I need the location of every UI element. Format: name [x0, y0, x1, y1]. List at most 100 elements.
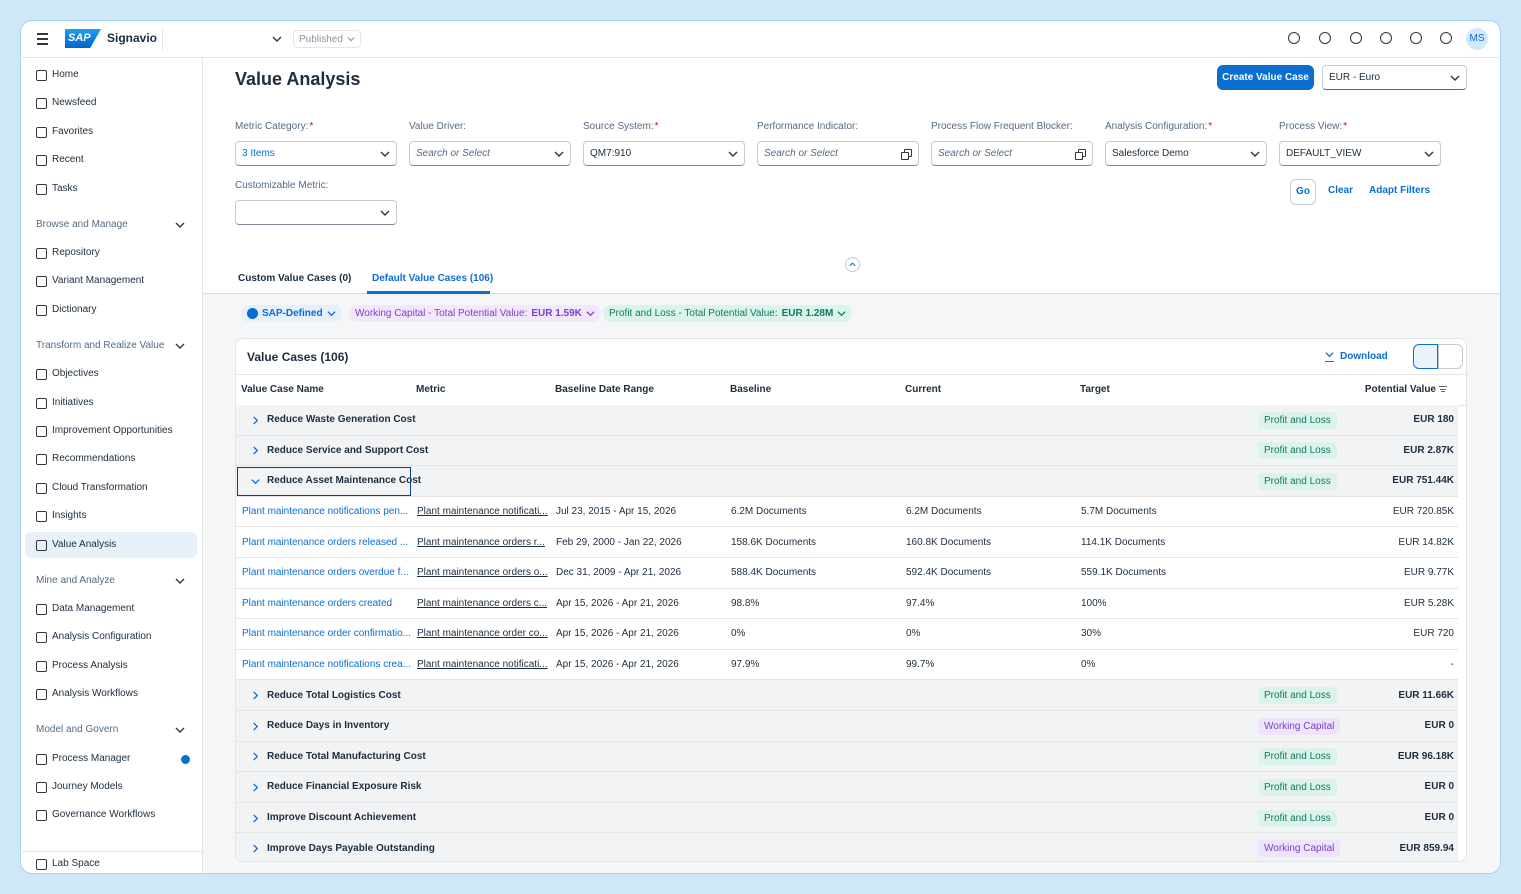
value-case-row[interactable]: Plant maintenance notifications pen... Pl… — [236, 496, 1458, 528]
tab[interactable]: Custom Value Cases (0) — [238, 273, 352, 284]
nav-item[interactable]: Favorites — [52, 125, 94, 137]
group-row[interactable]: Improve Days Payable Outstanding Working … — [236, 833, 1458, 861]
column-header[interactable]: Baseline Date Range — [555, 384, 654, 395]
column-header[interactable]: Metric — [416, 384, 446, 395]
group-name[interactable]: Improve Discount Achievement — [267, 812, 417, 824]
nav-item[interactable]: Process Manager — [52, 752, 131, 764]
group-name[interactable]: Reduce Financial Exposure Risk — [267, 781, 422, 793]
nav-group-title[interactable]: Transform and Realize Value — [36, 339, 165, 351]
column-header[interactable]: Potential Value — [1364, 384, 1436, 395]
nav-item[interactable]: Analysis Configuration — [52, 631, 152, 643]
value-case-link[interactable]: Plant maintenance orders overdue f... — [242, 567, 409, 579]
create-button[interactable]: Create Value Case — [1217, 65, 1314, 90]
nav-item[interactable]: Home — [52, 69, 79, 80]
metric-link[interactable]: Plant maintenance orders c... — [417, 597, 548, 609]
value-case-row[interactable]: Plant maintenance order confirmatio... Pl… — [236, 619, 1458, 650]
sort-descending-button[interactable] — [1438, 344, 1463, 369]
toolbar-icon[interactable] — [1410, 32, 1422, 44]
download-button[interactable]: Download — [1340, 351, 1388, 362]
filter-chip[interactable]: Working Capital - Total Potential Value:… — [349, 305, 601, 322]
value-case-row[interactable]: Plant maintenance orders created Plant ma… — [236, 588, 1458, 620]
nav-item[interactable]: Variant Management — [52, 275, 145, 287]
group-name[interactable]: Reduce Total Manufacturing Cost — [267, 750, 426, 762]
filter-input[interactable] — [235, 200, 397, 225]
toolbar-icon[interactable] — [1319, 32, 1331, 44]
group-name[interactable]: Reduce Waste Generation Cost — [267, 414, 416, 426]
nav-group-title[interactable]: Browse and Manage — [36, 218, 128, 230]
value-case-link[interactable]: Plant maintenance orders released ... — [242, 536, 409, 548]
group-row[interactable]: Reduce Service and Support Cost Profit an… — [236, 435, 1458, 467]
metric-link[interactable]: Plant maintenance notificati... — [417, 506, 548, 518]
nav-group-title[interactable]: Mine and Analyze — [36, 574, 115, 586]
column-header[interactable]: Value Case Name — [241, 384, 324, 395]
filter-input[interactable]: QM7:910 — [583, 141, 745, 166]
value-case-row[interactable]: Plant maintenance orders overdue f... Pla… — [236, 558, 1458, 589]
nav-item[interactable]: Data Management — [52, 603, 135, 614]
column-header[interactable]: Baseline — [730, 384, 772, 395]
value-case-link[interactable]: Plant maintenance notifications crea... — [242, 659, 411, 671]
group-name[interactable]: Reduce Service and Support Cost — [267, 444, 429, 456]
nav-item[interactable]: Lab Space — [52, 858, 100, 869]
filter-input[interactable]: Search or Select — [757, 141, 919, 166]
collapse-button[interactable] — [845, 257, 860, 272]
nav-item[interactable]: Governance Workflows — [52, 809, 156, 821]
value-case-row[interactable]: Plant maintenance notifications crea... P… — [236, 649, 1458, 681]
nav-item[interactable]: Journey Models — [52, 781, 123, 792]
avatar[interactable]: MS — [1466, 28, 1488, 50]
value-case-row[interactable]: Plant maintenance orders released ... Pla… — [236, 527, 1458, 558]
group-row[interactable]: Reduce Financial Exposure Risk Profit and… — [236, 772, 1458, 803]
adapt-filters-button[interactable]: Adapt Filters — [1369, 185, 1431, 196]
nav-item[interactable]: Recent — [52, 154, 84, 166]
nav-item[interactable]: Repository — [52, 247, 100, 258]
column-header[interactable]: Current — [905, 384, 942, 395]
group-row[interactable]: Reduce Asset Maintenance Cost Profit and … — [236, 466, 1458, 497]
metric-link[interactable]: Plant maintenance notificati... — [417, 659, 548, 671]
tab[interactable]: Default Value Cases (106) — [372, 273, 494, 284]
nav-item[interactable]: Analysis Workflows — [52, 688, 138, 700]
currency-select[interactable]: EUR - Euro — [1322, 65, 1467, 90]
nav-item[interactable]: Insights — [52, 510, 87, 522]
group-row[interactable]: Reduce Days in Inventory Working Capital E… — [236, 711, 1458, 742]
nav-item[interactable]: Objectives — [52, 368, 99, 380]
value-case-link[interactable]: Plant maintenance orders created — [242, 597, 393, 609]
toolbar-icon[interactable] — [1380, 32, 1392, 44]
group-row[interactable]: Reduce Waste Generation Cost Profit and L… — [236, 405, 1458, 436]
filter-input[interactable]: 3 Items — [235, 141, 397, 166]
group-name[interactable]: Reduce Days in Inventory — [267, 720, 390, 732]
nav-item[interactable]: Cloud Transformation — [52, 481, 148, 493]
metric-link[interactable]: Plant maintenance orders r... — [417, 536, 545, 548]
filter-input[interactable]: Search or Select — [409, 141, 571, 166]
group-row[interactable]: Improve Discount Achievement Profit and L… — [236, 802, 1458, 834]
go-button[interactable]: Go — [1290, 179, 1316, 205]
metric-link[interactable]: Plant maintenance order co... — [417, 628, 548, 640]
nav-item[interactable]: Dictionary — [52, 303, 97, 315]
group-name[interactable]: Reduce Total Logistics Cost — [267, 689, 401, 701]
toolbar-icon[interactable] — [1440, 32, 1452, 44]
clear-button[interactable]: Clear — [1328, 185, 1354, 196]
toolbar-icon[interactable] — [1350, 32, 1362, 44]
filter-input[interactable]: Search or Select — [931, 141, 1093, 166]
filter-chip[interactable]: SAP-Defined — [241, 305, 342, 322]
sort-ascending-button[interactable] — [1413, 344, 1438, 369]
column-header[interactable]: Target — [1080, 384, 1110, 395]
group-name[interactable]: Improve Days Payable Outstanding — [267, 842, 435, 854]
nav-item[interactable]: Initiatives — [52, 396, 94, 408]
toolbar-icon[interactable] — [1288, 32, 1300, 44]
filter-input[interactable]: Salesforce Demo — [1105, 141, 1267, 166]
filter-input[interactable]: DEFAULT_VIEW — [1279, 141, 1441, 166]
nav-item[interactable]: Value Analysis — [52, 538, 117, 550]
nav-group-title[interactable]: Model and Govern — [36, 724, 119, 736]
group-row[interactable]: Reduce Total Logistics Cost Profit and Lo… — [236, 680, 1458, 711]
group-row[interactable]: Reduce Total Manufacturing Cost Profit an… — [236, 741, 1458, 773]
value-case-link[interactable]: Plant maintenance order confirmatio... — [242, 628, 411, 640]
filter-chip[interactable]: Profit and Loss - Total Potential Value:… — [603, 305, 853, 322]
nav-item[interactable]: Newsfeed — [52, 97, 97, 109]
value-case-link[interactable]: Plant maintenance notifications pen... — [242, 506, 409, 518]
nav-item[interactable]: Recommendations — [52, 453, 136, 465]
metric-link[interactable]: Plant maintenance orders o... — [417, 567, 548, 579]
group-name[interactable]: Reduce Asset Maintenance Cost — [267, 475, 422, 487]
nav-item[interactable]: Process Analysis — [52, 659, 128, 671]
nav-item[interactable]: Tasks — [52, 182, 78, 194]
nav-item[interactable]: Improvement Opportunities — [52, 425, 173, 436]
